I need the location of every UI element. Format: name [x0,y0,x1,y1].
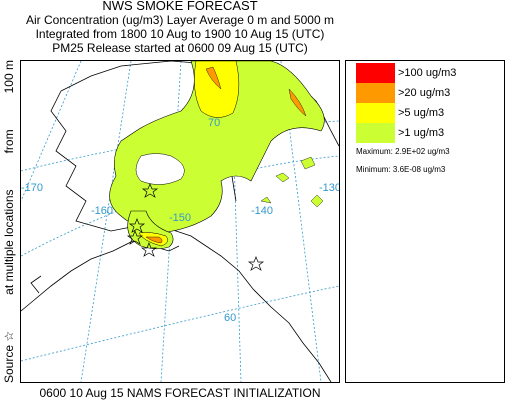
subtitle-integration: Integrated from 1800 10 Aug to 1900 10 A… [35,27,325,41]
map-title: NWS SMOKE FORECAST [102,0,258,13]
lat-60-label: 60 [224,312,236,324]
map-canvas: -170 -160 -150 -140 -130 70 60 [20,60,341,383]
lon-140-label: -140 [251,205,273,217]
source-star-icon [126,230,144,245]
source-label: Source ☆ at multiple locations from 100 … [2,60,16,383]
legend-maximum: Maximum: 2.9E+02 ug/m3 [356,147,450,156]
legend-swatch-5 [356,103,395,123]
legend-swatch-100 [356,63,395,83]
lon-160-label: -160 [91,205,113,217]
plume-5-upper [194,60,240,118]
plume-20-north [205,66,222,90]
plume-20-northeast [288,88,307,117]
source-markers [126,183,265,271]
height-text: 100 m [2,60,16,94]
plume-20-source [145,236,163,244]
map-panel: -170 -160 -150 -140 -130 70 60 [20,60,341,383]
legend-label-1: >1 ug/m3 [398,127,445,139]
source-star-icon [141,183,159,198]
source-star-icon [128,218,146,233]
forecast-footer: 0600 10 Aug 15 NAMS FORECAST INITIALIZAT… [39,386,321,400]
subtitle-release: PM25 Release started at 0600 09 Aug 15 (… [52,41,308,55]
lon-170-label: -170 [21,182,43,194]
legend-swatch-1 [356,123,395,143]
lon-160-line [80,60,132,383]
plume-lowest [109,60,325,234]
plume-clear-gap [135,153,185,185]
legend-minimum: Minimum: 3.6E-08 ug/m3 [356,165,446,174]
lat-60-line [20,285,340,362]
lat-70-label: 70 [208,117,220,129]
source-star-icon [140,242,158,257]
subtitle-concentration: Air Concentration (ug/m3) Layer Average … [26,13,334,27]
lon-150-label: -150 [169,212,191,224]
legend-label-5: >5 ug/m3 [398,107,445,119]
source-text: Source ☆ [2,330,16,383]
lon-130-label: -130 [319,182,339,194]
legend-panel: >100 ug/m3 >20 ug/m3 >5 ug/m3 >1 ug/m3 M… [345,60,505,383]
legend-swatch-20 [356,83,395,103]
source-star-icon [247,256,265,271]
legend-label-100: >100 ug/m3 [398,67,457,79]
from-text: from [2,129,16,154]
locations-text: at multiple locations [2,189,16,295]
graticule-labels: -170 -160 -150 -140 -130 70 60 [21,117,341,324]
plume-patches [260,156,324,208]
legend-label-20: >20 ug/m3 [398,87,451,99]
